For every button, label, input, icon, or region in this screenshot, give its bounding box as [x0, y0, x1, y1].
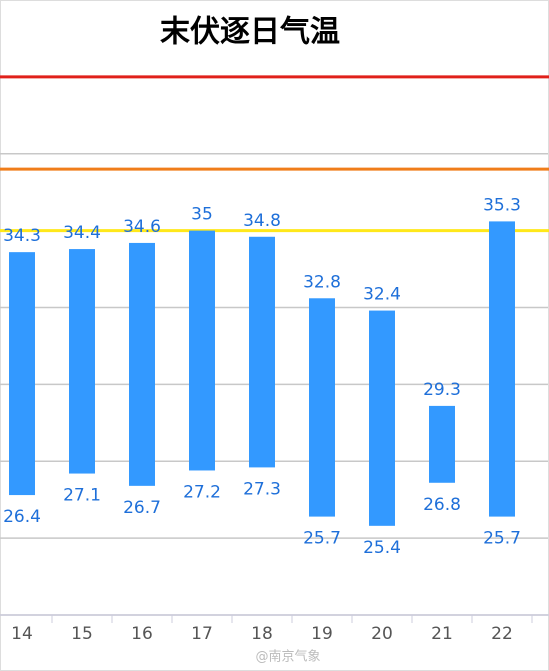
value-label: 25.7	[303, 529, 341, 549]
bar	[69, 249, 95, 474]
value-label: 35.3	[483, 195, 521, 215]
value-label: 26.7	[123, 498, 161, 518]
value-label: 26.8	[423, 495, 461, 515]
x-tick-label: 14	[11, 624, 33, 644]
value-label: 35	[191, 205, 213, 225]
value-label: 32.4	[363, 285, 401, 305]
x-tick-label: 18	[251, 624, 273, 644]
x-tick-label: 22	[491, 624, 513, 644]
value-label: 34.4	[63, 223, 101, 243]
bar	[9, 252, 35, 496]
value-label: 25.4	[363, 538, 401, 558]
value-label: 27.2	[183, 482, 221, 502]
chart-title: 末伏逐日气温	[160, 15, 340, 50]
value-label: 34.3	[3, 226, 41, 246]
x-tick-label: 15	[71, 624, 93, 644]
bar	[189, 230, 215, 471]
value-label: 29.3	[423, 380, 461, 400]
bar	[369, 310, 395, 526]
x-tick-label: 20	[371, 624, 393, 644]
value-label: 26.4	[3, 507, 41, 527]
x-tick-label: 16	[131, 624, 153, 644]
value-label: 32.8	[303, 272, 341, 292]
watermark: @南京气象	[255, 649, 320, 665]
x-tick-label: 19	[311, 624, 333, 644]
bar	[129, 242, 155, 486]
value-label: 34.8	[243, 211, 281, 231]
value-label: 27.1	[63, 486, 101, 506]
bar	[309, 298, 335, 517]
x-tick-label: 21	[431, 624, 453, 644]
value-label: 34.6	[123, 217, 161, 237]
value-label: 27.3	[243, 479, 281, 499]
bar	[429, 405, 455, 483]
x-tick-label: 17	[191, 624, 213, 644]
value-label: 25.7	[483, 529, 521, 549]
bar	[249, 236, 275, 468]
bar	[489, 221, 515, 517]
